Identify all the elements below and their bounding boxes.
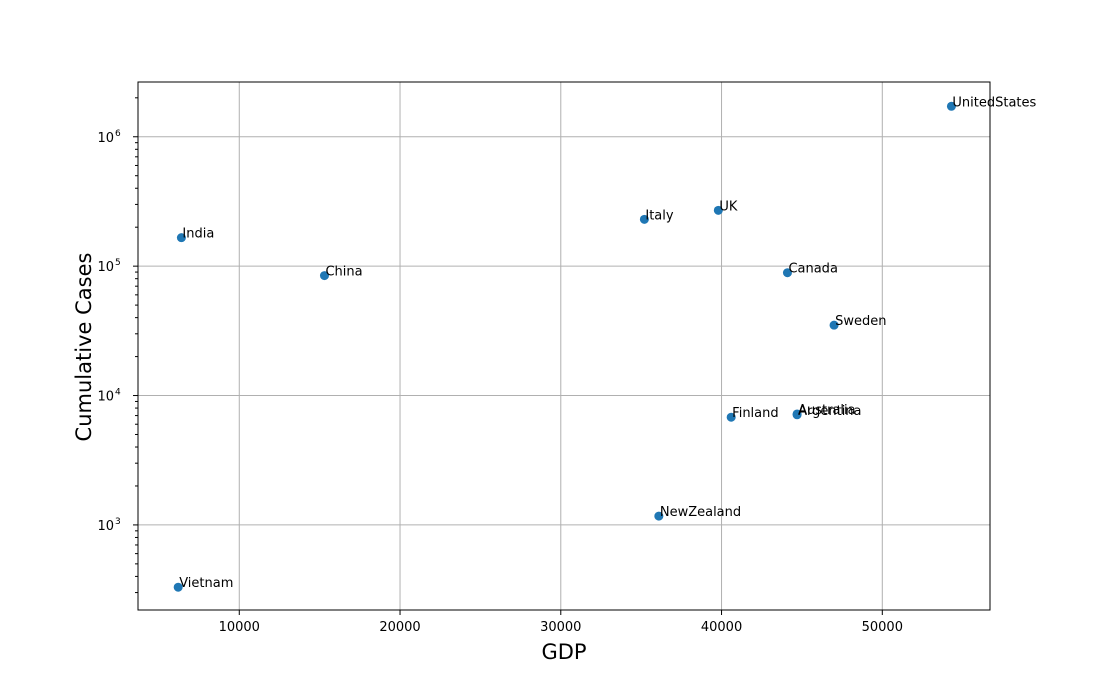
- data-point: [946, 101, 956, 111]
- point-label: Vietnam: [179, 576, 233, 591]
- plot-frame: [137, 81, 991, 611]
- point-label: Italy: [645, 208, 674, 223]
- y-tick-exponent: 4: [115, 388, 121, 398]
- x-axis-label: GDP: [541, 640, 586, 664]
- data-point: [782, 268, 792, 278]
- point-label: Finland: [732, 406, 778, 421]
- point-label: India: [182, 227, 214, 242]
- point-label: Sweden: [835, 314, 886, 329]
- data-points: [173, 101, 956, 592]
- data-point: [726, 412, 736, 422]
- x-tick-label: 20000: [379, 620, 420, 635]
- x-tick-label: 30000: [540, 620, 581, 635]
- point-label: NewZealand: [660, 505, 741, 520]
- point-label: UK: [719, 199, 738, 214]
- grid: [138, 82, 990, 610]
- y-tick-exponent: 6: [115, 129, 121, 139]
- point-label: Argentina: [798, 404, 861, 419]
- data-point: [176, 233, 186, 243]
- y-tick-exponent: 5: [115, 258, 121, 268]
- y-tick-label: 10: [97, 131, 114, 146]
- y-tick-label: 10: [97, 390, 114, 405]
- data-point: [319, 271, 329, 281]
- data-point: [792, 409, 802, 419]
- point-label: China: [325, 265, 362, 280]
- data-point: [639, 214, 649, 224]
- data-point: [829, 320, 839, 330]
- y-tick-label: 10: [97, 260, 114, 275]
- point-labels: UnitedStates UK Italy India Canada China Swede…: [179, 95, 1036, 591]
- x-tick-label: 10000: [219, 620, 260, 635]
- x-tick-label: 40000: [701, 620, 742, 635]
- data-point: [173, 582, 183, 592]
- y-axis-label: Cumulative Cases: [72, 253, 96, 442]
- point-label: UnitedStates: [952, 95, 1036, 110]
- point-label: Canada: [788, 262, 837, 277]
- data-point: [713, 205, 723, 215]
- point-label: Australia: [798, 403, 856, 418]
- x-tick-label: 50000: [862, 620, 903, 635]
- y-tick-label: 10: [97, 519, 114, 534]
- y-tick-exponent: 3: [115, 517, 121, 527]
- data-point: [654, 511, 664, 521]
